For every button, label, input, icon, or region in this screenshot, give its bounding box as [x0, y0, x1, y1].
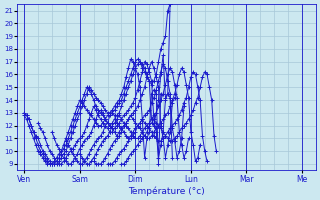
X-axis label: Température (°c): Température (°c): [128, 186, 205, 196]
